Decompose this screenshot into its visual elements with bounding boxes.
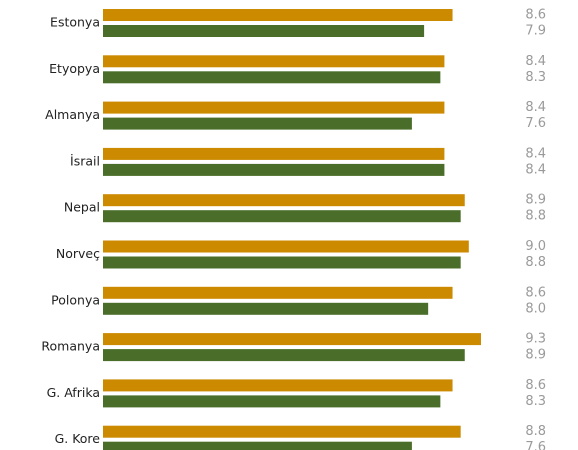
category-label: Estonya <box>50 15 100 30</box>
value-label: 8.6 <box>525 378 546 393</box>
value-label: 8.4 <box>525 54 546 69</box>
bar <box>103 147 445 160</box>
bar <box>103 71 441 84</box>
value-label: 8.9 <box>525 193 546 208</box>
value-label: 8.4 <box>525 146 546 161</box>
bar <box>103 117 412 130</box>
value-label: 8.6 <box>525 285 546 300</box>
value-label: 7.9 <box>525 24 546 39</box>
bar <box>103 240 469 253</box>
value-label: 8.4 <box>525 100 546 115</box>
bar <box>103 379 453 392</box>
bar <box>103 25 425 37</box>
value-label: 8.4 <box>525 162 546 177</box>
bar <box>103 333 481 346</box>
value-label: 8.3 <box>525 70 546 85</box>
bar <box>103 194 465 207</box>
bar <box>103 395 441 408</box>
category-label: G. Kore <box>55 431 101 446</box>
category-label: Norveç <box>56 246 100 261</box>
category-label: Polonya <box>51 292 100 307</box>
value-label: 8.8 <box>525 424 546 439</box>
bar <box>103 256 461 269</box>
bar <box>103 55 445 68</box>
value-label: 8.8 <box>525 255 546 270</box>
bar <box>103 349 465 362</box>
bar <box>103 9 453 21</box>
value-label: 8.6 <box>525 8 546 23</box>
bar <box>103 286 453 299</box>
value-label: 9.3 <box>525 332 546 347</box>
category-label: Almanya <box>45 107 100 122</box>
bar <box>103 302 429 315</box>
bar <box>103 425 461 438</box>
category-label: İsrail <box>70 153 100 168</box>
category-label: Etyopya <box>49 61 100 76</box>
value-label: 9.0 <box>525 239 546 254</box>
bar <box>103 210 461 223</box>
value-label: 8.3 <box>525 394 546 409</box>
value-label: 8.0 <box>525 301 546 316</box>
bar <box>103 163 445 176</box>
category-label: G. Afrika <box>47 385 100 400</box>
value-label: 8.8 <box>525 209 546 224</box>
value-label: 7.6 <box>525 440 546 450</box>
value-label: 7.6 <box>525 116 546 131</box>
category-label: Nepal <box>64 200 100 215</box>
category-label: Romanya <box>41 339 100 354</box>
value-label: 8.9 <box>525 348 546 363</box>
bar <box>103 441 412 450</box>
bar <box>103 101 445 114</box>
